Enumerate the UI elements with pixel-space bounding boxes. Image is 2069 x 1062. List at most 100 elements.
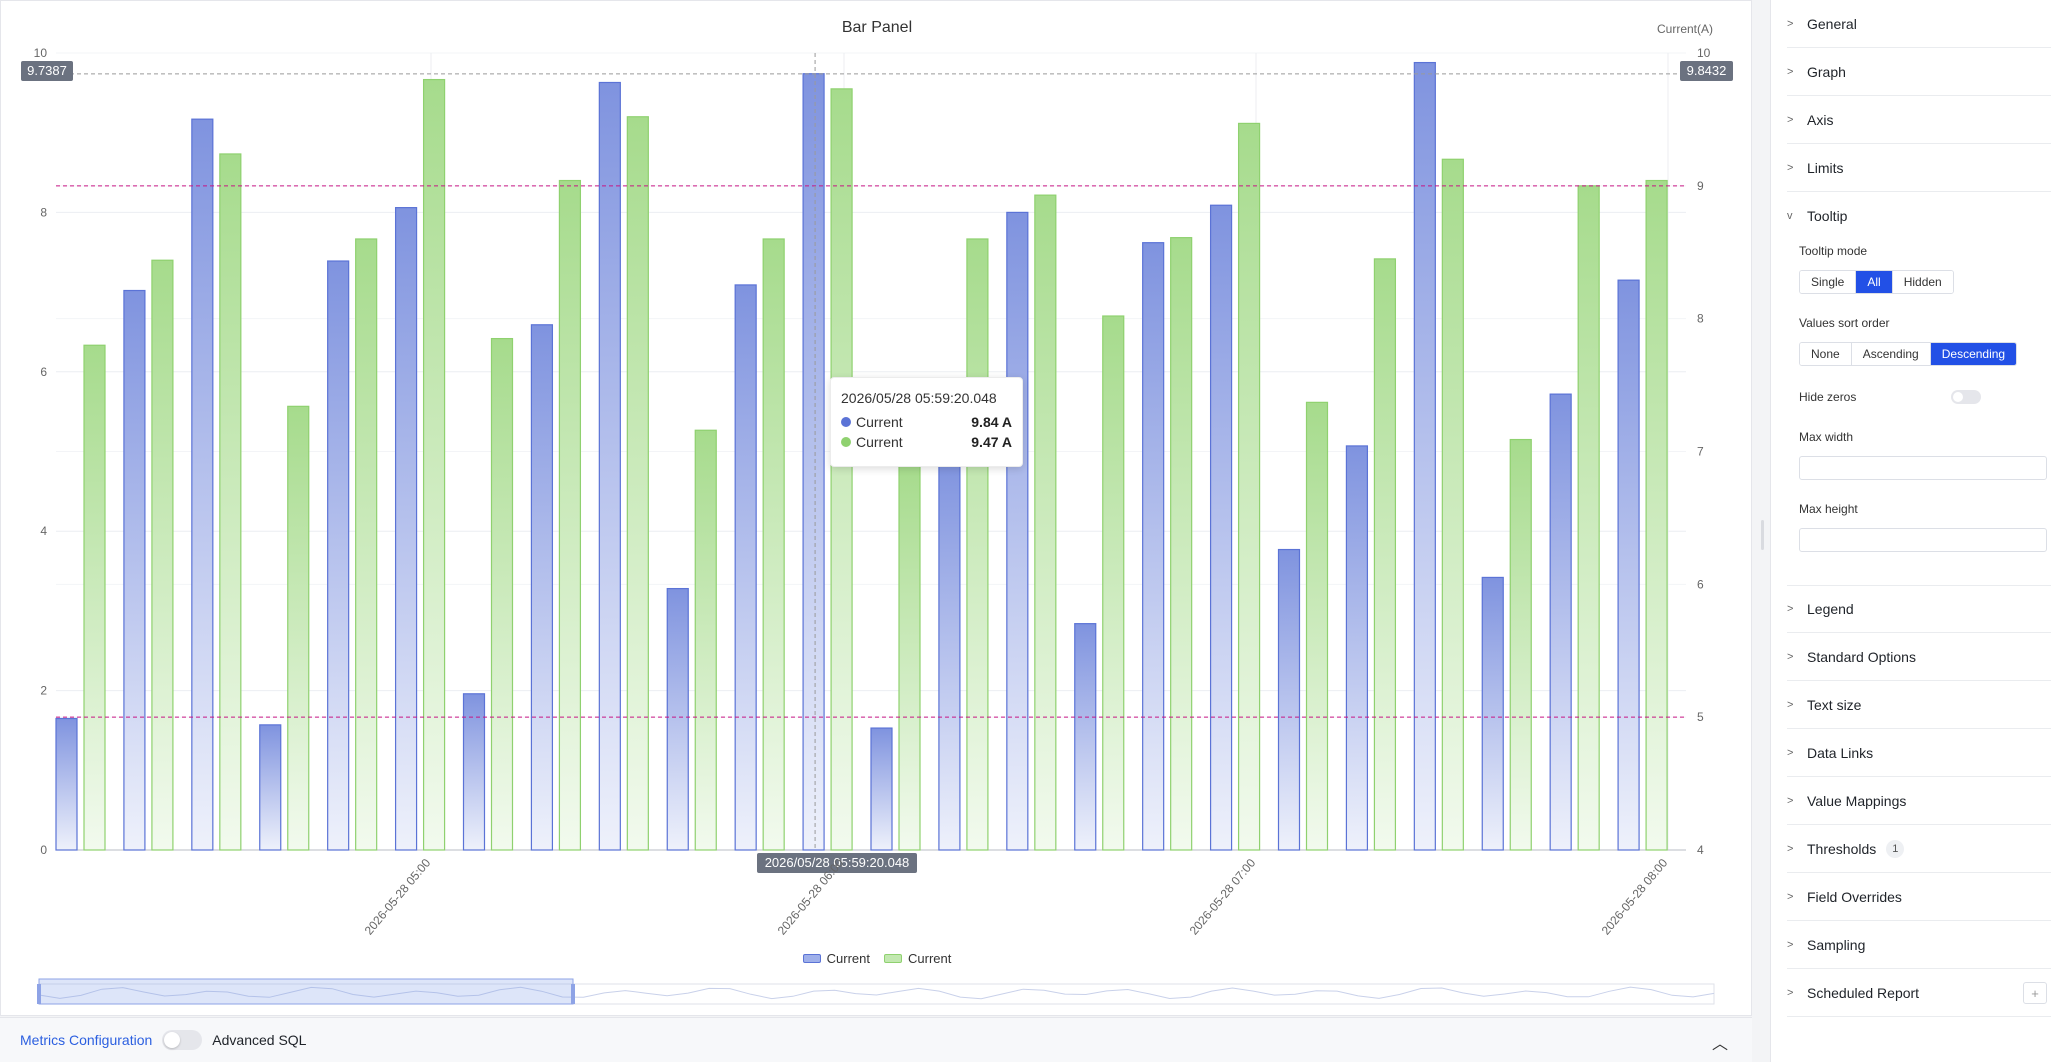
y-left-tick-label: 2 bbox=[40, 684, 47, 698]
section-data-links[interactable]: > Data Links bbox=[1787, 729, 2051, 777]
y-left-tick-label: 8 bbox=[40, 205, 47, 219]
y-left-tick-label: 6 bbox=[40, 365, 47, 379]
metrics-configuration-link[interactable]: Metrics Configuration bbox=[20, 1032, 153, 1048]
section-general[interactable]: > General bbox=[1787, 0, 2051, 48]
bar bbox=[530, 324, 554, 851]
max-height-input[interactable] bbox=[1799, 528, 2047, 552]
legend-item-series-1[interactable]: Current bbox=[802, 951, 870, 966]
bar bbox=[694, 429, 717, 851]
zoom-slider-preview bbox=[38, 986, 1715, 1001]
bar bbox=[966, 238, 989, 851]
tooltip-row: Current 9.84 A bbox=[841, 414, 1012, 430]
tooltip-series-name: Current bbox=[856, 414, 903, 430]
section-graph[interactable]: > Graph bbox=[1787, 48, 2051, 96]
hide-zeros-label: Hide zeros bbox=[1799, 390, 1857, 404]
tooltip-mode-label: Tooltip mode bbox=[1799, 244, 1868, 258]
sort-descending[interactable]: Descending bbox=[1930, 343, 2017, 365]
bar bbox=[830, 88, 853, 851]
bar bbox=[462, 693, 486, 851]
bar bbox=[422, 78, 446, 851]
section-field-overrides[interactable]: > Field Overrides bbox=[1787, 873, 2051, 921]
bar bbox=[802, 73, 825, 851]
bar bbox=[287, 405, 310, 851]
zoom-slider-window bbox=[38, 978, 574, 1005]
chevron-right-icon: > bbox=[1787, 17, 1794, 30]
max-width-label: Max width bbox=[1799, 430, 1854, 444]
tooltip-mode-single[interactable]: Single bbox=[1800, 271, 1857, 293]
right-axis-unit: Current(A) bbox=[1656, 22, 1713, 36]
max-height-label: Max height bbox=[1799, 502, 1858, 516]
y-right-tick-label: 10 bbox=[1697, 46, 1711, 60]
legend-item-series-2[interactable]: Current bbox=[884, 951, 951, 966]
section-standard-options[interactable]: > Standard Options bbox=[1787, 633, 2051, 681]
section-legend[interactable]: > Legend bbox=[1787, 585, 2051, 633]
section-title: Text size bbox=[1807, 696, 1862, 713]
hide-zeros-toggle[interactable] bbox=[1951, 390, 1981, 404]
y-right-tick-label: 9 bbox=[1697, 179, 1704, 193]
chart-legend: Current Current bbox=[1, 951, 1753, 966]
bar bbox=[1413, 61, 1436, 851]
chart-title: Bar Panel bbox=[841, 19, 913, 36]
tooltip-mode-hidden[interactable]: Hidden bbox=[1892, 271, 1953, 293]
bar bbox=[734, 284, 757, 851]
section-tooltip[interactable]: v Tooltip bbox=[1787, 192, 2051, 240]
section-value-mappings[interactable]: > Value Mappings bbox=[1787, 777, 2051, 825]
add-report-button[interactable]: + bbox=[2023, 982, 2047, 1004]
section-title: Legend bbox=[1807, 600, 1854, 617]
settings-panel: > General > Graph > Axis > Limits v Tooltip T… bbox=[1770, 0, 2069, 1062]
bar bbox=[355, 238, 378, 851]
tooltip-series-name: Current bbox=[856, 434, 903, 450]
legend-swatch-icon bbox=[802, 954, 821, 963]
bar bbox=[151, 259, 174, 851]
bar bbox=[1209, 204, 1233, 851]
values-sort-order-label: Values sort order bbox=[1799, 316, 1890, 330]
section-scheduled-report[interactable]: > Scheduled Report + bbox=[1787, 969, 2051, 1017]
chevron-right-icon: > bbox=[1787, 161, 1794, 174]
zoom-handle-right bbox=[571, 984, 575, 1004]
bar bbox=[1373, 258, 1397, 851]
y-left-tick-label: 10 bbox=[34, 46, 48, 60]
bar bbox=[1074, 623, 1097, 851]
chevron-right-icon: > bbox=[1787, 890, 1794, 903]
bar bbox=[83, 344, 106, 851]
right-marker-label-bg bbox=[1680, 61, 1733, 81]
chevron-right-icon: > bbox=[1787, 794, 1794, 807]
left-marker-label: 9.7387 bbox=[27, 63, 67, 78]
max-width-input[interactable] bbox=[1799, 456, 2047, 480]
bar bbox=[1305, 401, 1329, 851]
metrics-config-bar: Metrics Configuration Advanced SQL ︿ bbox=[0, 1017, 1752, 1062]
x-tick-label: 2026-05-28 05:00 bbox=[362, 856, 434, 938]
section-sampling[interactable]: > Sampling bbox=[1787, 921, 2051, 969]
y-right-tick-label: 4 bbox=[1697, 843, 1704, 857]
section-text-size[interactable]: > Text size bbox=[1787, 681, 2051, 729]
panel-resize-handle[interactable] bbox=[1761, 520, 1764, 550]
bar bbox=[1645, 179, 1668, 851]
tooltip-mode-all[interactable]: All bbox=[1856, 271, 1893, 293]
tooltip-time: 2026/05/28 05:59:20.048 bbox=[841, 390, 997, 406]
bar bbox=[1034, 194, 1057, 851]
bar bbox=[1170, 237, 1193, 851]
chart-tooltip: 2026/05/28 05:59:20.048 Current 9.84 A C… bbox=[830, 377, 1023, 467]
bar bbox=[1577, 185, 1600, 851]
tooltip-series-value: 9.84 A bbox=[971, 414, 1012, 430]
section-title: Data Links bbox=[1807, 744, 1874, 761]
sort-ascending[interactable]: Ascending bbox=[1851, 343, 1931, 365]
legend-label: Current bbox=[908, 951, 952, 966]
y-left-tick-label: 0 bbox=[40, 843, 47, 857]
bar bbox=[394, 207, 418, 851]
chevron-right-icon: > bbox=[1787, 938, 1794, 951]
chevron-up-icon[interactable]: ︿ bbox=[1711, 1036, 1728, 1053]
section-title: Axis bbox=[1807, 111, 1834, 128]
section-title: Tooltip bbox=[1807, 208, 1848, 224]
crosshair-x-label: 2026/05/28 05:59:20.048 bbox=[765, 855, 910, 870]
advanced-sql-toggle[interactable] bbox=[162, 1030, 203, 1050]
section-axis[interactable]: > Axis bbox=[1787, 96, 2051, 144]
y-right-tick-label: 5 bbox=[1697, 710, 1704, 724]
chevron-right-icon: > bbox=[1787, 602, 1794, 615]
section-limits[interactable]: > Limits bbox=[1787, 144, 2051, 192]
x-tick-label: 2026-05-28 08:00 bbox=[1599, 856, 1671, 938]
sort-none[interactable]: None bbox=[1800, 343, 1852, 365]
section-thresholds[interactable]: > Thresholds 1 bbox=[1787, 825, 2051, 873]
y-right-tick-label: 8 bbox=[1697, 312, 1704, 326]
